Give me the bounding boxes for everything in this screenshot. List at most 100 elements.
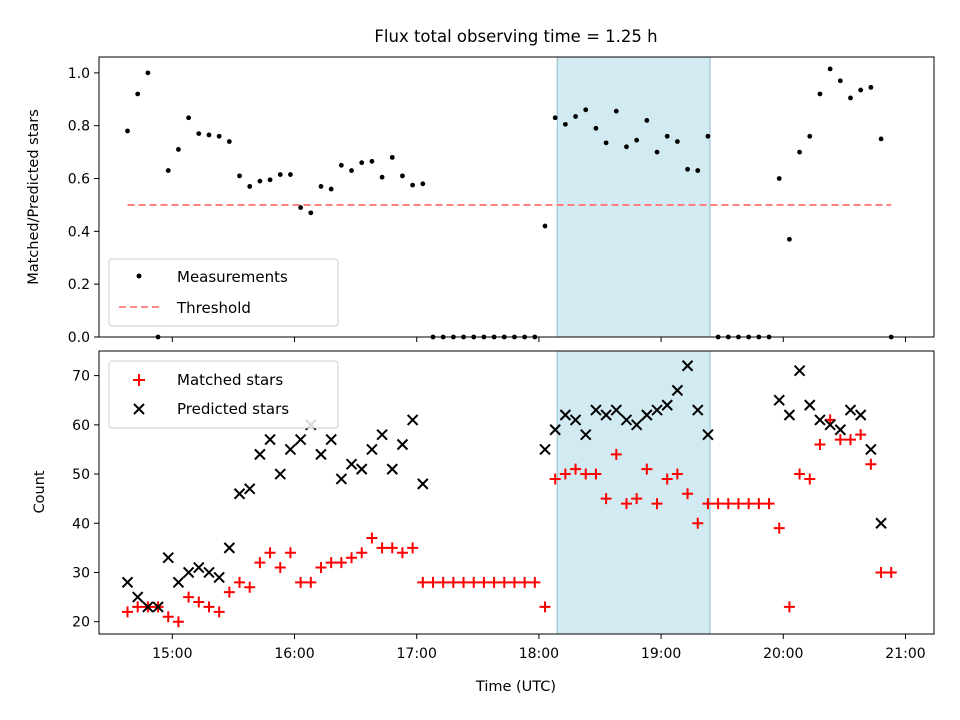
predicted-star-point <box>356 463 368 475</box>
matched-star-point <box>682 488 694 500</box>
matched-star-point <box>213 606 225 618</box>
matched-star-point <box>529 576 541 588</box>
matched-star-point <box>498 576 510 588</box>
matched-star-point <box>845 434 856 446</box>
matched-star-point <box>590 468 602 480</box>
measurement-point <box>552 115 558 121</box>
matched-star-point <box>834 434 846 446</box>
bottom-yticks-layer: 20 30 40 50 60 70 <box>72 369 99 631</box>
predicted-star-point <box>681 360 694 372</box>
bottom-ytick-label: 50 <box>72 467 90 483</box>
matched-star-point <box>234 576 246 588</box>
matched-star-point <box>468 576 480 588</box>
predicted-star-point <box>692 404 704 416</box>
matched-star-point <box>254 557 266 569</box>
bottom-ytick-label: 30 <box>72 565 90 581</box>
matched-star-point <box>692 517 704 529</box>
measurement-point <box>145 70 151 76</box>
top-axes-frame <box>98 56 935 338</box>
measurement-point <box>298 205 304 210</box>
measurement-point <box>267 177 273 183</box>
matched-star-point <box>447 576 459 588</box>
top-highlight-band-layer <box>556 56 711 338</box>
predicted-star-point <box>284 443 297 456</box>
bottom-ytick-label: 60 <box>72 418 90 434</box>
measurement-point <box>858 87 864 93</box>
measurement-point <box>797 149 802 155</box>
bottom-points-layer <box>121 360 897 628</box>
predicted-star-point <box>182 566 195 579</box>
bottom-highlight-band <box>556 350 711 635</box>
predicted-star-point <box>630 419 643 431</box>
matched-star-point <box>732 498 744 510</box>
measurement-point <box>807 133 813 139</box>
bottom-ytick-label: 70 <box>72 369 90 385</box>
xtick-label: 16:00 <box>274 646 314 662</box>
measurement-point <box>878 136 884 142</box>
predicted-star-point <box>131 591 144 603</box>
xtick-label: 19:00 <box>641 646 681 662</box>
matched-star-point <box>183 591 195 603</box>
predicted-star-point <box>274 468 286 480</box>
matched-star-point <box>549 473 561 485</box>
matched-star-point <box>539 601 551 613</box>
predicted-star-point <box>834 424 847 436</box>
predicted-star-point <box>793 364 806 377</box>
measurement-point <box>787 236 792 242</box>
xtick-label: 17:00 <box>397 646 437 662</box>
matched-star-point <box>519 576 531 588</box>
measurement-point <box>593 125 599 131</box>
chart-title: Flux total observing time = 1.25 h <box>374 27 657 46</box>
xtick-label: 18:00 <box>519 646 559 662</box>
bottom-xticks-layer: 15:00 16:00 17:00 18:00 19:00 20:00 21:00 <box>152 634 926 662</box>
measurement-point <box>705 133 711 139</box>
measurement-point <box>562 121 568 127</box>
matched-star-point <box>366 532 378 544</box>
matched-star-point <box>651 498 663 510</box>
matched-star-point <box>855 429 867 441</box>
top-points-layer <box>125 66 894 340</box>
top-ytick-label: 0.4 <box>68 224 90 240</box>
predicted-star-point <box>294 433 307 446</box>
top-yticks-layer: 0.0 0.2 0.4 0.6 0.8 1.0 <box>68 66 99 346</box>
top-ytick-label: 0.8 <box>68 119 90 135</box>
matched-star-point <box>631 493 643 505</box>
xtick-label: 21:00 <box>885 646 925 662</box>
predicted-star-point <box>243 483 256 495</box>
matched-star-point <box>600 493 612 505</box>
predicted-star-point <box>172 576 185 589</box>
bottom-y-axis-label: Count <box>32 470 48 513</box>
matched-star-point <box>417 576 429 588</box>
measurement-point <box>583 107 589 113</box>
predicted-star-point <box>702 428 714 441</box>
matched-star-point <box>702 498 714 510</box>
predicted-star-point <box>600 409 612 421</box>
matched-star-point <box>396 547 408 559</box>
matched-star-point <box>325 557 337 569</box>
measurement-point <box>125 128 130 134</box>
predicted-star-point <box>844 404 857 416</box>
measurement-point <box>318 184 324 189</box>
measurement-point <box>674 139 680 144</box>
top-highlight-band <box>556 56 711 338</box>
predicted-star-point <box>254 448 266 461</box>
top-ytick-label: 1.0 <box>68 66 90 82</box>
measurement-point <box>165 168 171 173</box>
predicted-star-point <box>152 601 164 613</box>
measurement-point <box>369 158 375 164</box>
matched-star-point <box>193 596 205 608</box>
measurement-point <box>573 114 578 119</box>
predicted-star-point <box>610 404 623 416</box>
predicted-star-point <box>651 404 663 416</box>
predicted-star-point <box>549 424 561 436</box>
matched-star-point <box>763 498 775 510</box>
measurement-point <box>644 117 650 123</box>
matched-star-point <box>794 468 806 480</box>
measurement-point <box>176 147 181 152</box>
measurement-point <box>776 176 782 181</box>
top-ytick-label: 0.0 <box>68 330 90 346</box>
matched-star-point <box>804 473 816 485</box>
matched-star-point <box>264 547 276 559</box>
predicted-star-point <box>264 433 276 446</box>
